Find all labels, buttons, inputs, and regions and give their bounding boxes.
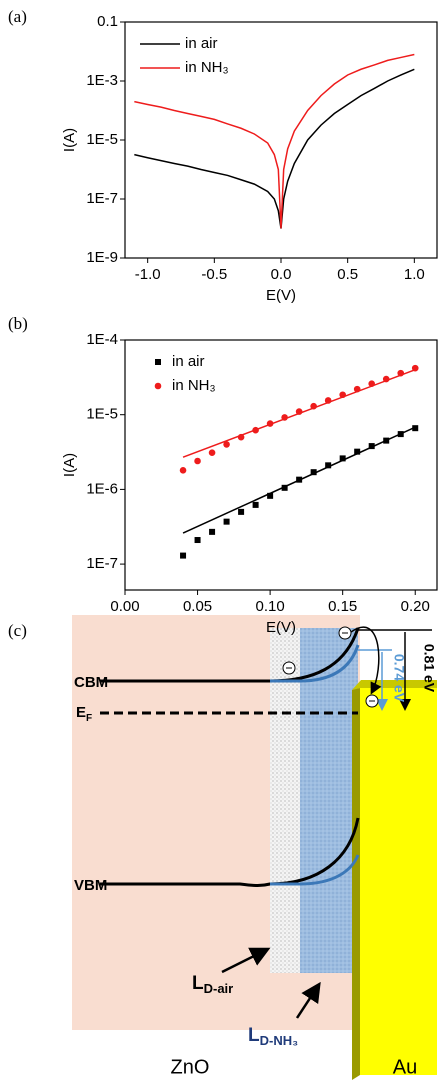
cbm-nh3: [270, 644, 360, 683]
x-tick-label: 0.15: [328, 598, 357, 615]
y-tick-label: 1E-7: [86, 555, 118, 572]
data-point: [208, 449, 216, 456]
x-tick-label: 0.5: [337, 266, 358, 283]
y-tick-label: 1E-3: [86, 72, 118, 89]
legend-label: in air: [172, 353, 205, 370]
data-point: [354, 448, 361, 455]
legend-label: in NH₃: [185, 59, 229, 76]
vbm-nh3: [270, 854, 360, 886]
data-point: [339, 455, 346, 462]
y-tick-label: 1E-4: [86, 331, 118, 348]
electron-path: [350, 626, 382, 695]
panel-label: (a): [8, 7, 27, 26]
data-point: [368, 443, 375, 450]
x-axis-label: E(V): [266, 619, 296, 636]
x-tick-label: 0.0: [271, 266, 292, 283]
x-tick-label: -1.0: [135, 266, 161, 283]
y-tick-label: 1E-7: [86, 190, 118, 207]
data-point: [223, 518, 230, 525]
au-side: [352, 688, 360, 1080]
data-point: [179, 467, 187, 474]
y-tick-label: 1E-5: [86, 406, 118, 423]
depletion-air-arrow: [221, 947, 271, 974]
l-sub: D-air: [204, 981, 234, 996]
x-tick-label: 0.20: [401, 598, 430, 615]
data-point: [194, 457, 201, 465]
data-point: [252, 501, 259, 508]
ef-sub: F: [86, 713, 92, 724]
data-line: [134, 68, 415, 229]
y-tick-label: 1E-6: [86, 480, 118, 497]
material-label: ZnO: [171, 1056, 210, 1078]
data-point: [194, 537, 201, 544]
x-tick-label: -0.5: [201, 266, 227, 283]
l-main: L: [248, 1025, 260, 1046]
legend-swatch: [155, 359, 161, 365]
panel-label: (b): [8, 314, 28, 333]
data-point: [267, 492, 274, 499]
barrier-nh3-label: 0.74 eV: [391, 654, 407, 703]
fit-line: [182, 369, 416, 458]
barrier-air-label: 0.81 eV: [421, 644, 437, 693]
x-tick-label: 0.00: [110, 598, 139, 615]
data-point: [209, 528, 216, 535]
chart-panel: (a) -1.0 -0.5 0.0 0.5 1.0 1E-9 1E-7 1E-5 1E-3 0.1 E…: [8, 7, 438, 304]
depletion-air-label: LD-air: [192, 973, 233, 996]
y-tick-label: 0.1: [97, 13, 118, 30]
depletion-air-region: [270, 628, 300, 973]
cbm-label: CBM: [74, 674, 108, 691]
y-tick-label: 1E-9: [86, 249, 118, 266]
depletion-nh3-label: LD-NH₃: [248, 1025, 298, 1048]
l-sub: D-NH₃: [260, 1033, 299, 1048]
x-tick-label: 0.10: [256, 598, 285, 615]
band-diagram: (c) 0.81 eV 0.74 eV CBM EF VBM LD-air LD…: [8, 615, 437, 1080]
chart-panel: (b) 0.00 0.05 0.10 0.15 0.20 1E-7 1E-6 1E-5 1E-4 E…: [8, 314, 438, 636]
data-point: [180, 552, 187, 559]
y-tick-label: 1E-5: [86, 131, 118, 148]
x-tick-label: 1.0: [404, 266, 425, 283]
x-tick-label: 0.05: [183, 598, 212, 615]
x-axis-label: E(V): [266, 287, 296, 304]
depletion-nh3-region: [300, 628, 358, 973]
data-point: [412, 425, 419, 432]
legend-label: in air: [185, 35, 218, 52]
ef-main: E: [76, 704, 86, 721]
data-point: [238, 508, 245, 515]
au-region: [360, 688, 437, 1075]
y-axis-label: I(A): [61, 128, 78, 152]
vbm-label: VBM: [74, 877, 107, 894]
plot-frame: [124, 339, 438, 591]
data-point: [310, 469, 317, 476]
electrons: [282, 626, 379, 708]
material-label: Au: [393, 1056, 417, 1078]
l-main: L: [192, 973, 204, 994]
data-point: [281, 484, 288, 491]
data-point: [325, 462, 332, 469]
fit-line: [182, 426, 416, 534]
data-point: [223, 441, 230, 448]
panel-label: (c): [8, 621, 27, 640]
data-line: [134, 53, 415, 229]
legend-swatch: [154, 382, 162, 390]
y-axis-label: I(A): [61, 453, 78, 477]
depletion-nh3-arrow: [295, 981, 321, 1019]
ef-label: EF: [76, 704, 92, 724]
legend-label: in NH₃: [172, 377, 216, 394]
